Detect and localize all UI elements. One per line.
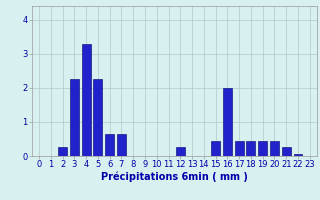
- Bar: [176, 147, 185, 156]
- Bar: [258, 141, 267, 156]
- Bar: [105, 134, 114, 156]
- Bar: [58, 147, 67, 156]
- Bar: [235, 141, 244, 156]
- Bar: [282, 147, 291, 156]
- X-axis label: Précipitations 6min ( mm ): Précipitations 6min ( mm ): [101, 172, 248, 182]
- Bar: [211, 141, 220, 156]
- Bar: [70, 79, 79, 156]
- Bar: [117, 134, 126, 156]
- Bar: [293, 154, 302, 156]
- Bar: [223, 88, 232, 156]
- Bar: [82, 44, 91, 156]
- Bar: [270, 141, 279, 156]
- Bar: [246, 141, 255, 156]
- Bar: [93, 79, 102, 156]
